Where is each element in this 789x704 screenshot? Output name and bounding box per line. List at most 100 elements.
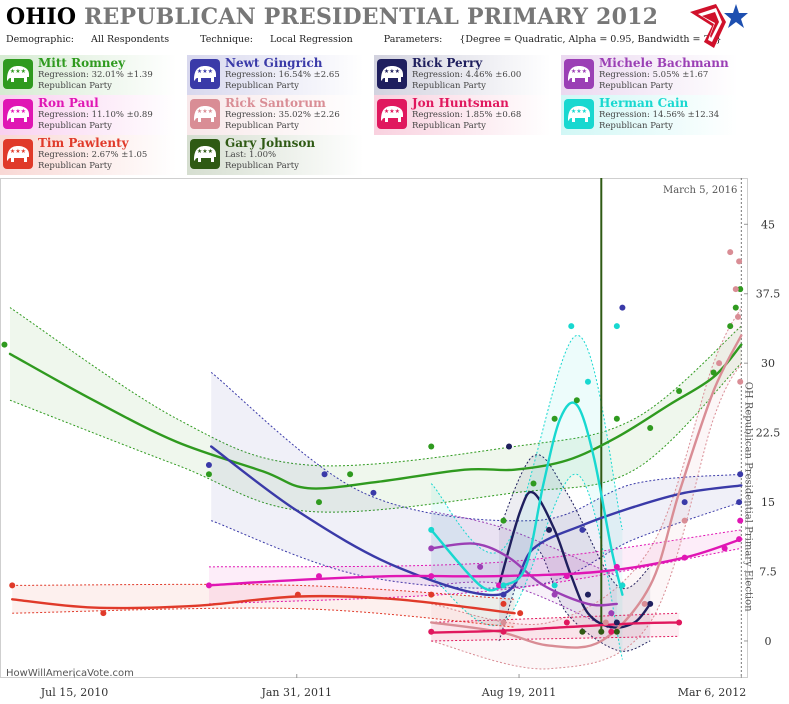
poll-point-mitt-romney[interactable] — [205, 471, 212, 478]
poll-point-mitt-romney[interactable] — [710, 369, 717, 376]
poll-point-mitt-romney[interactable] — [613, 415, 620, 422]
poll-point-mitt-romney[interactable] — [347, 471, 354, 478]
poll-point-mitt-romney[interactable] — [500, 517, 507, 524]
poll-point-herman-cain[interactable] — [619, 582, 626, 589]
poll-point-herman-cain[interactable] — [551, 582, 558, 589]
watermark-text[interactable]: HowWillAmericaVote.com — [6, 668, 134, 679]
poll-point-rick-santorum[interactable] — [732, 286, 739, 293]
candidate-card-mitt-romney[interactable]: ★★★ Mitt Romney Regression: 32.01% ±1.39 Re… — [0, 55, 186, 95]
poll-point-tim-pawlenty[interactable] — [517, 610, 524, 617]
candidate-card-tim-pawlenty[interactable]: ★★★ Tim Pawlenty Regression: 2.67% ±1.05 Re… — [0, 135, 186, 175]
poll-point-ron-paul[interactable] — [721, 545, 728, 552]
poll-point-tim-pawlenty[interactable] — [428, 591, 435, 598]
candidate-card-rick-santorum[interactable]: ★★★ Rick Santorum Regression: 35.02% ±2.26… — [187, 95, 373, 135]
poll-point-newt-gingrich[interactable] — [321, 471, 328, 478]
poll-point-mitt-romney[interactable] — [732, 304, 739, 311]
poll-point-ron-paul[interactable] — [736, 536, 743, 543]
poll-point-jon-huntsman[interactable] — [428, 628, 435, 635]
trend-line-jon-huntsman[interactable] — [430, 621, 681, 634]
poll-point-ron-paul[interactable] — [205, 582, 212, 589]
poll-point-tim-pawlenty[interactable] — [100, 610, 107, 617]
poll-point-rick-perry[interactable] — [506, 443, 513, 450]
poll-point-newt-gingrich[interactable] — [737, 471, 744, 478]
poll-point-gary-johnson[interactable] — [579, 628, 586, 635]
poll-point-ron-paul[interactable] — [681, 554, 688, 561]
candidate-card-jon-huntsman[interactable]: ★★★ Jon Huntsman Regression: 1.85% ±0.68 Re… — [374, 95, 560, 135]
poll-point-herman-cain[interactable] — [584, 378, 591, 385]
poll-point-herman-cain[interactable] — [568, 323, 575, 330]
candidate-card-newt-gingrich[interactable]: ★★★ Newt Gingrich Regression: 16.54% ±2.65… — [187, 55, 373, 95]
poll-point-rick-santorum[interactable] — [736, 258, 743, 265]
poll-point-rick-santorum[interactable] — [681, 517, 688, 524]
poll-point-rick-perry[interactable] — [647, 600, 654, 607]
poll-point-jon-huntsman[interactable] — [500, 628, 507, 635]
poll-point-rick-santorum[interactable] — [727, 249, 734, 256]
trend-line-mitt-romney[interactable] — [8, 343, 743, 490]
poll-point-rick-santorum[interactable] — [737, 378, 744, 385]
poll-point-newt-gingrich[interactable] — [619, 304, 626, 311]
poll-point-mitt-romney[interactable] — [727, 323, 734, 330]
band-upper-tim-pawlenty — [12, 583, 515, 600]
poll-point-herman-cain[interactable] — [428, 526, 435, 533]
poll-point-newt-gingrich[interactable] — [736, 499, 743, 506]
candidate-card-herman-cain[interactable]: ★★★ Herman Cain Regression: 14.56% ±12.34 R… — [561, 95, 747, 135]
poll-point-mitt-romney[interactable] — [647, 425, 654, 431]
poll-point-ron-paul[interactable] — [737, 517, 744, 524]
poll-point-michele-bachmann[interactable] — [428, 545, 435, 552]
poll-point-mitt-romney[interactable] — [428, 443, 435, 450]
poll-point-gary-johnson[interactable] — [598, 628, 605, 635]
poll-point-tim-pawlenty[interactable] — [9, 582, 16, 589]
poll-point-rick-santorum[interactable] — [641, 600, 648, 607]
poll-point-tim-pawlenty[interactable] — [500, 600, 507, 607]
poll-point-newt-gingrich[interactable] — [681, 499, 688, 506]
poll-point-rick-santorum[interactable] — [716, 360, 723, 367]
poll-point-jon-huntsman[interactable] — [608, 628, 615, 635]
poll-point-ron-paul[interactable] — [613, 563, 620, 570]
parameters-value[interactable]: {Degree = Quadratic, Alpha = 0.95, Bandw… — [459, 34, 722, 45]
poll-point-tim-pawlenty[interactable] — [294, 591, 301, 598]
poll-point-rick-perry[interactable] — [546, 526, 553, 533]
poll-point-newt-gingrich[interactable] — [500, 591, 507, 598]
poll-point-newt-gingrich[interactable] — [205, 462, 212, 469]
poll-point-jon-huntsman[interactable] — [676, 619, 683, 626]
poll-point-ron-paul[interactable] — [315, 573, 322, 580]
trend-line-newt-gingrich[interactable] — [210, 445, 743, 597]
poll-point-newt-gingrich[interactable] — [370, 489, 377, 496]
poll-point-herman-cain[interactable] — [500, 582, 507, 589]
poll-point-mitt-romney[interactable] — [315, 499, 322, 506]
poll-point-gary-johnson[interactable] — [613, 628, 620, 635]
poll-point-rick-perry[interactable] — [613, 619, 620, 626]
poll-point-rick-santorum[interactable] — [500, 619, 507, 626]
poll-point-michele-bachmann[interactable] — [551, 591, 558, 598]
poll-point-mitt-romney[interactable] — [573, 397, 580, 404]
poll-point-jon-huntsman[interactable] — [563, 619, 570, 626]
candidate-card-michele-bachmann[interactable]: ★★★ Michele Bachmann Regression: 5.05% ±1.… — [561, 55, 747, 95]
poll-point-mitt-romney[interactable] — [551, 415, 558, 422]
poll-point-rick-santorum[interactable] — [602, 619, 609, 626]
poll-point-michele-bachmann[interactable] — [608, 610, 615, 617]
trend-line-ron-paul[interactable] — [207, 537, 743, 587]
trend-line-michele-bachmann[interactable] — [430, 542, 618, 607]
demographic-value[interactable]: All Respondents — [91, 34, 170, 45]
candidate-card-rick-perry[interactable]: ★★★ Rick Perry Regression: 4.46% ±6.00 Repu… — [374, 55, 560, 95]
poll-point-michele-bachmann[interactable] — [477, 563, 484, 570]
candidate-card-ron-paul[interactable]: ★★★ Ron Paul Regression: 11.10% ±0.89 Repub… — [0, 95, 186, 135]
technique-value[interactable]: Local Regression — [270, 34, 353, 45]
poll-point-rick-perry[interactable] — [584, 591, 591, 598]
poll-point-rick-santorum[interactable] — [734, 313, 741, 320]
poll-point-herman-cain[interactable] — [613, 323, 620, 330]
star-flag-logo-icon[interactable] — [686, 2, 748, 52]
trend-line-tim-pawlenty[interactable] — [11, 594, 516, 615]
poll-point-ron-paul[interactable] — [496, 582, 503, 589]
poll-point-mitt-romney[interactable] — [676, 387, 683, 394]
poll-point-mitt-romney[interactable] — [737, 286, 744, 293]
technique-label: Technique: — [200, 34, 253, 45]
poll-point-mitt-romney[interactable] — [530, 480, 537, 487]
poll-point-newt-gingrich[interactable] — [579, 526, 586, 533]
candidate-card-gary-johnson[interactable]: ★★★ Gary Johnson Last: 1.00% Republican Par… — [187, 135, 373, 175]
trend-line-rick-perry[interactable] — [497, 490, 652, 629]
poll-point-ron-paul[interactable] — [563, 573, 570, 580]
poll-point-mitt-romney[interactable] — [1, 341, 8, 348]
poll-point-ron-paul[interactable] — [428, 573, 435, 580]
trend-line-herman-cain[interactable] — [430, 401, 624, 596]
